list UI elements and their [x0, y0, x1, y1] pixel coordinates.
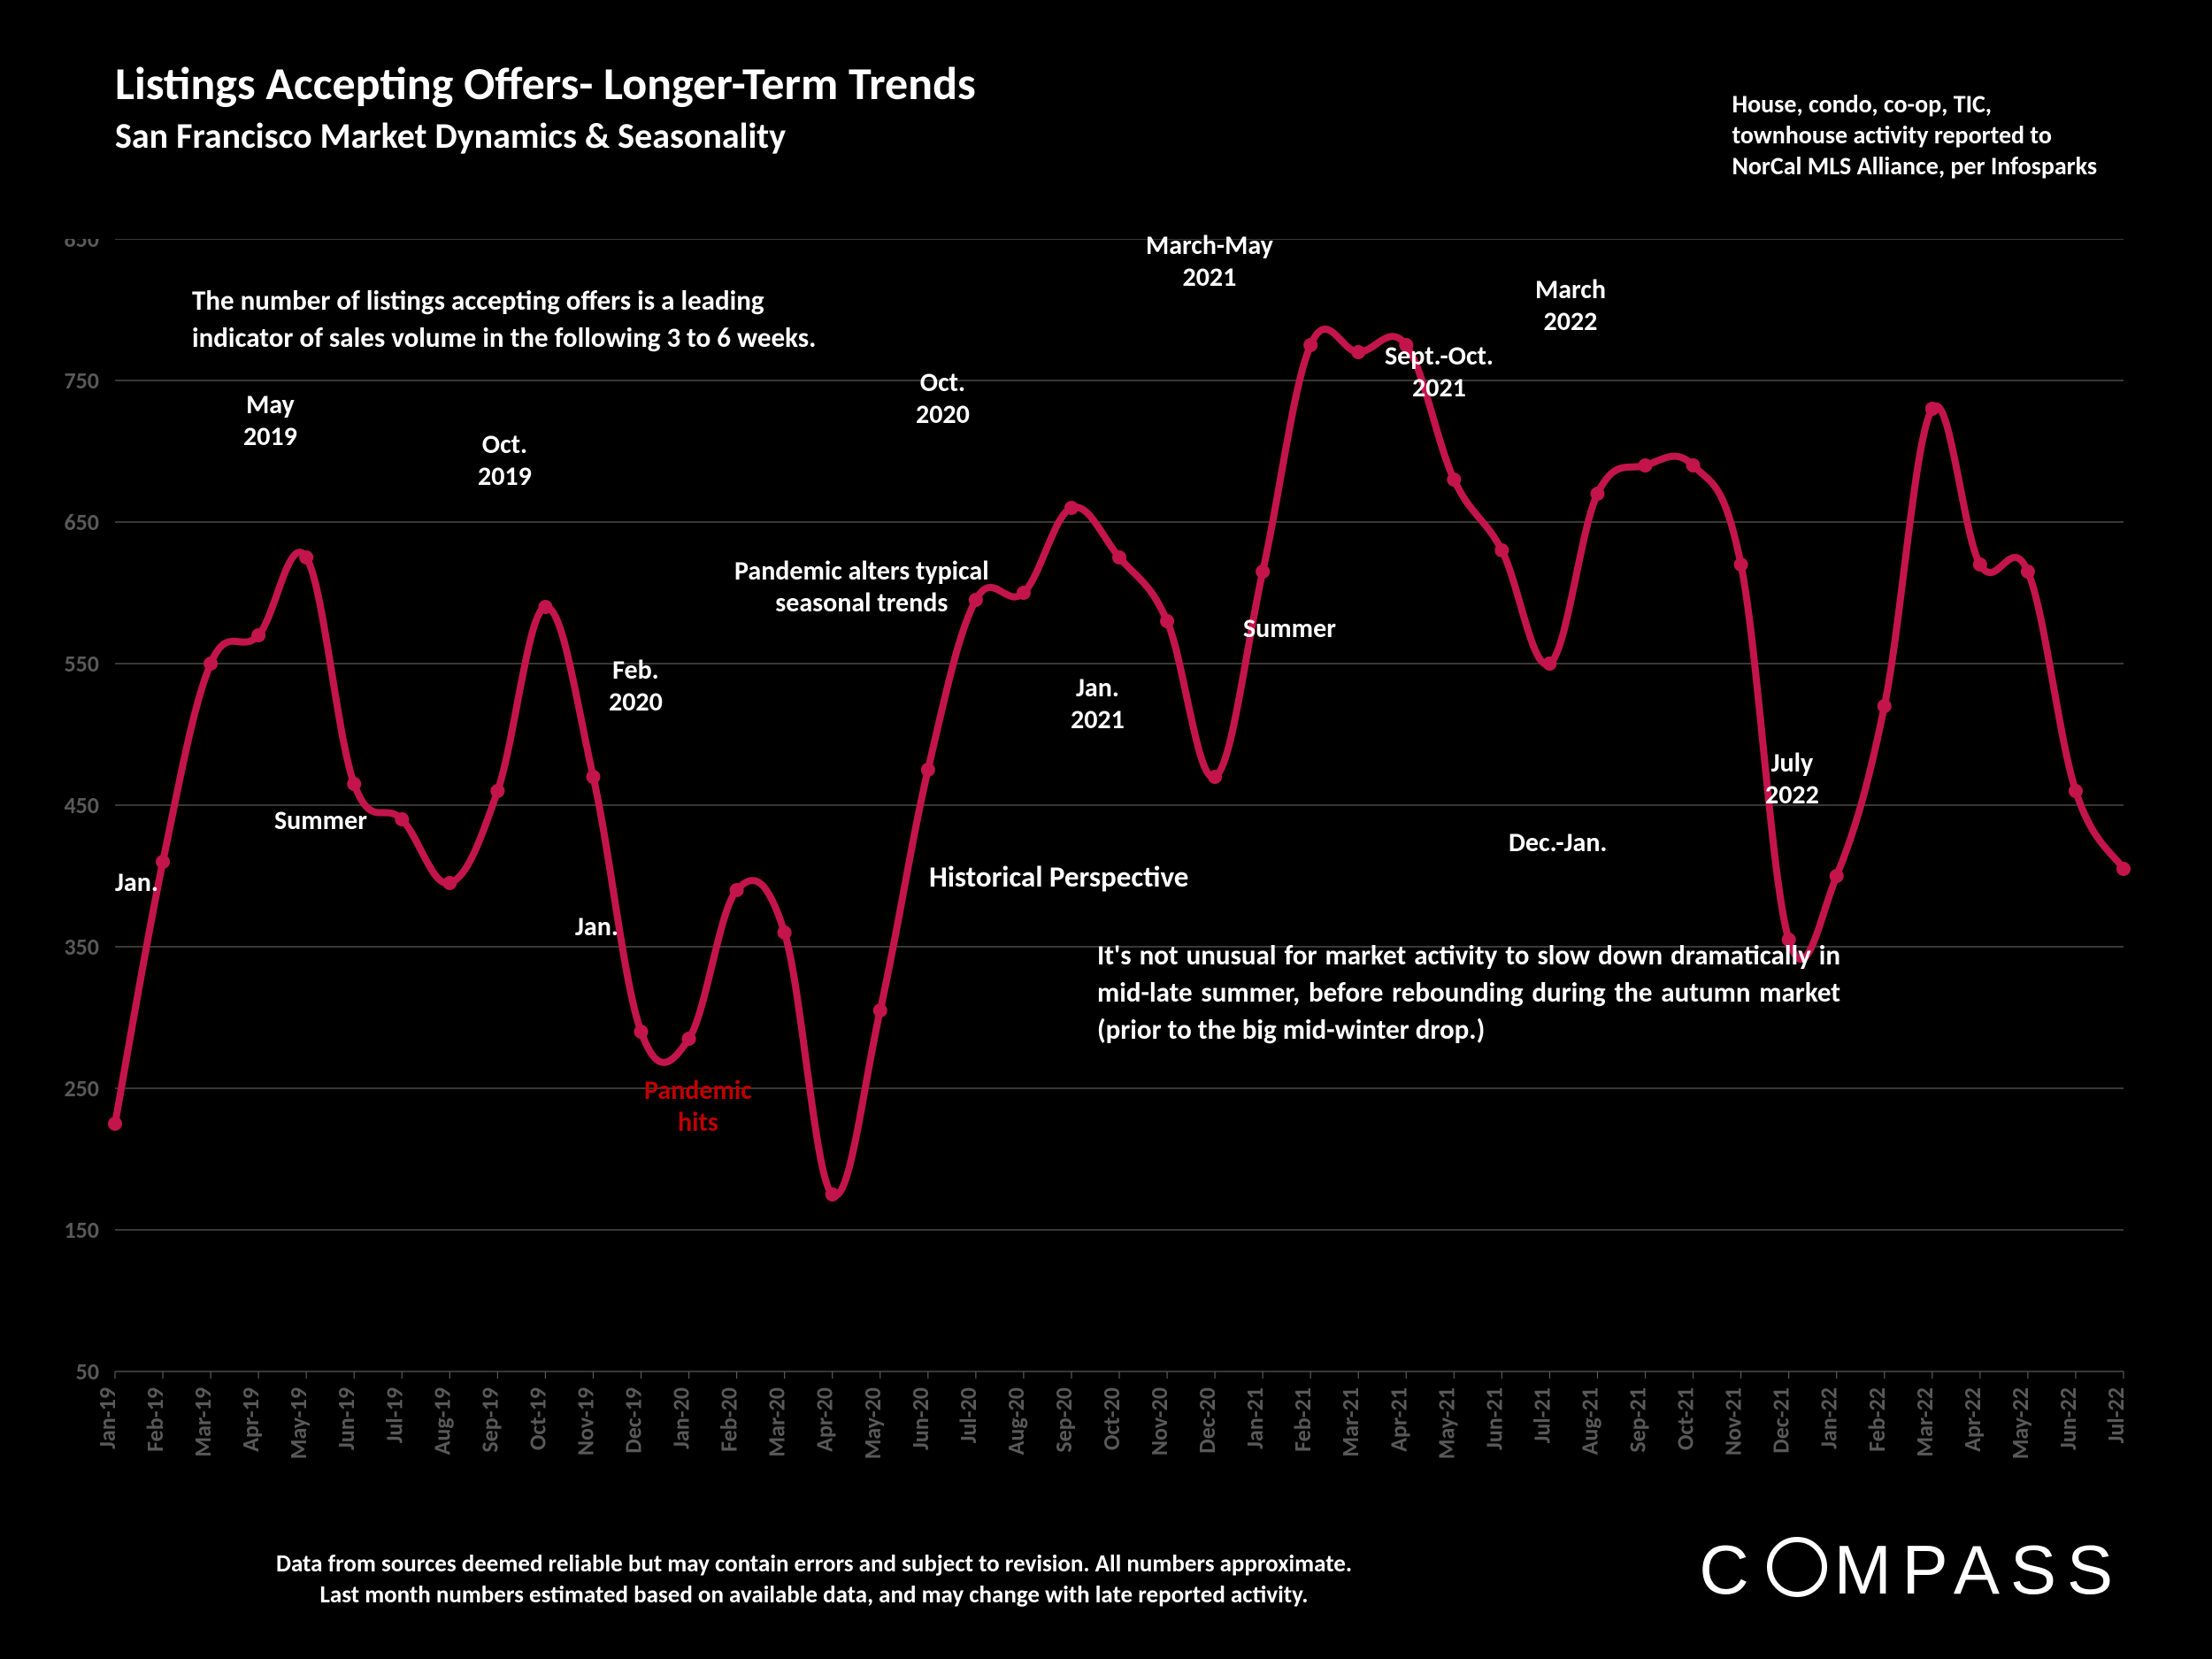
svg-text:Oct-19: Oct-19 [523, 1387, 551, 1450]
svg-text:May-20: May-20 [858, 1387, 887, 1459]
logo-letters: MPASS [1834, 1530, 2124, 1610]
svg-text:Jun-22: Jun-22 [2054, 1387, 2082, 1450]
svg-text:Jan-19: Jan-19 [93, 1387, 121, 1449]
svg-text:450: 450 [64, 791, 99, 819]
svg-text:150: 150 [64, 1216, 99, 1244]
chart-annotation: Pandemic alters typical seasonal trends [734, 556, 989, 619]
chart-annotation: Jan. 2021 [1071, 672, 1125, 736]
chart-body-text: It's not unusual for market activity to … [1097, 938, 1840, 1049]
svg-text:Mar-21: Mar-21 [1336, 1387, 1364, 1457]
svg-text:May-19: May-19 [284, 1387, 312, 1459]
svg-text:250: 250 [64, 1074, 99, 1102]
svg-text:Mar-20: Mar-20 [763, 1387, 791, 1457]
chart-annotation: Oct. 2019 [478, 429, 532, 493]
svg-text:Oct-21: Oct-21 [1671, 1387, 1700, 1450]
svg-text:Jun-20: Jun-20 [906, 1387, 934, 1450]
chart-annotation: Jan. [115, 867, 158, 899]
svg-text:Dec-20: Dec-20 [1193, 1387, 1221, 1454]
chart-annotation: Pandemic hits [644, 1075, 752, 1139]
svg-text:Nov-19: Nov-19 [571, 1387, 599, 1455]
svg-text:350: 350 [64, 933, 99, 961]
svg-text:Feb-19: Feb-19 [141, 1387, 169, 1452]
chart-annotation: March 2022 [1535, 274, 1606, 338]
svg-text:Jun-19: Jun-19 [332, 1387, 360, 1450]
svg-text:Mar-19: Mar-19 [188, 1387, 217, 1457]
svg-text:Jul-21: Jul-21 [1527, 1387, 1555, 1443]
chart-annotation: Dec.-Jan. [1509, 827, 1607, 859]
chart-annotation: July 2022 [1765, 748, 1819, 811]
svg-text:Jul-19: Jul-19 [380, 1387, 408, 1443]
svg-text:550: 550 [64, 649, 99, 678]
svg-text:Sep-21: Sep-21 [1624, 1387, 1652, 1453]
chart-body-text: The number of listings accepting offers … [192, 283, 988, 357]
svg-text:Nov-20: Nov-20 [1145, 1387, 1173, 1455]
chart-annotation: Summer [1243, 613, 1336, 645]
svg-text:50: 50 [76, 1357, 99, 1386]
svg-text:Jan-20: Jan-20 [667, 1387, 695, 1449]
svg-text:Sep-20: Sep-20 [1049, 1387, 1078, 1453]
svg-text:Nov-21: Nov-21 [1719, 1387, 1747, 1455]
chart-annotation: Jan. [575, 911, 618, 943]
svg-text:750: 750 [64, 366, 99, 395]
svg-text:Feb-20: Feb-20 [715, 1387, 743, 1452]
svg-text:Jun-21: Jun-21 [1479, 1387, 1508, 1450]
svg-text:Apr-20: Apr-20 [810, 1387, 839, 1452]
logo-letter: C [1699, 1530, 1759, 1610]
svg-text:Dec-19: Dec-19 [619, 1387, 648, 1454]
svg-text:Aug-19: Aug-19 [427, 1387, 456, 1455]
svg-text:Jul-20: Jul-20 [954, 1387, 982, 1443]
svg-text:650: 650 [64, 508, 99, 536]
chart-subtitle: San Francisco Market Dynamics & Seasonal… [115, 114, 976, 157]
svg-text:Feb-22: Feb-22 [1863, 1387, 1891, 1452]
chart-annotation: Oct. 2020 [916, 367, 970, 431]
compass-logo: C MPASS [1699, 1530, 2124, 1610]
chart-annotation: Historical Perspective [929, 860, 1188, 895]
svg-text:Apr-19: Apr-19 [236, 1387, 265, 1452]
svg-text:Jan-21: Jan-21 [1240, 1387, 1269, 1449]
chart-title: Listings Accepting Offers- Longer-Term T… [115, 58, 976, 111]
chart-annotation: May 2019 [243, 389, 297, 453]
svg-text:Jan-22: Jan-22 [1815, 1387, 1843, 1449]
svg-text:Mar-22: Mar-22 [1910, 1387, 1939, 1457]
chart-annotation: March-May 2021 [1146, 230, 1273, 294]
logo-circle-icon [1767, 1537, 1827, 1597]
svg-text:Sep-19: Sep-19 [475, 1387, 503, 1453]
svg-text:May-22: May-22 [2006, 1387, 2034, 1459]
svg-text:Apr-22: Apr-22 [1958, 1387, 1986, 1452]
svg-text:May-21: May-21 [1432, 1387, 1460, 1459]
chart-annotation: Summer [274, 805, 367, 837]
chart-annotation: Feb. 2020 [609, 655, 663, 718]
chart-annotation: Sept.-Oct. 2021 [1385, 341, 1494, 404]
svg-text:Apr-21: Apr-21 [1384, 1387, 1412, 1452]
svg-text:Aug-21: Aug-21 [1575, 1387, 1603, 1455]
svg-text:850: 850 [64, 239, 99, 253]
svg-text:Oct-20: Oct-20 [1097, 1387, 1125, 1450]
svg-text:Jul-22: Jul-22 [2101, 1387, 2130, 1443]
svg-text:Feb-21: Feb-21 [1288, 1387, 1317, 1452]
top-right-note: House, condo, co-op, TIC, townhouse acti… [1732, 88, 2097, 181]
svg-text:Dec-21: Dec-21 [1767, 1387, 1795, 1454]
footer-note: Data from sources deemed reliable but ma… [150, 1548, 1478, 1610]
svg-text:Aug-20: Aug-20 [1002, 1387, 1030, 1455]
